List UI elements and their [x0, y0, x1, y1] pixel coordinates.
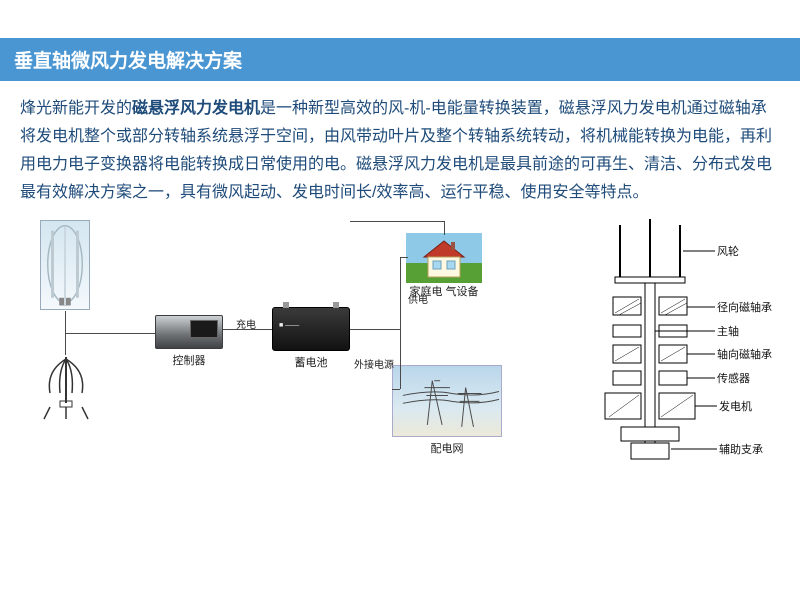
turbine-schematic-node: [36, 353, 96, 423]
cut-label-rotor: 风轮: [717, 243, 739, 259]
wire: [400, 329, 401, 389]
cut-label-sensor: 传感器: [717, 370, 750, 386]
wire: [350, 221, 444, 222]
edge-label-supply: 供电: [408, 291, 428, 306]
wire: [65, 311, 66, 333]
wind-turbine-schematic-icon: [36, 353, 96, 423]
para-pre: 烽光新能开发的: [20, 100, 132, 117]
wind-turbine-icon: [40, 220, 90, 310]
house-icon: [406, 233, 482, 283]
edge-label-ext: 外接电源: [354, 356, 394, 371]
controller-icon: [155, 315, 223, 349]
wire: [444, 221, 445, 235]
battery-node: ■ —— 蓄电池: [272, 307, 350, 370]
turbine-photo-node: [40, 220, 90, 310]
cut-label-radial: 径向磁轴承: [717, 299, 772, 315]
cut-label-shaft: 主轴: [717, 323, 739, 339]
cut-label-aux: 辅助支承: [719, 441, 763, 457]
wire: [65, 333, 155, 334]
controller-label: 控制器: [155, 352, 223, 368]
cutaway-diagram: 风轮 径向磁轴承 主轴 轴向磁轴承 传感器 发电机 辅助支承: [565, 217, 775, 477]
controller-node: 控制器: [155, 315, 223, 368]
cut-label-axial: 轴向磁轴承: [717, 346, 772, 362]
grid-label: 配电网: [392, 440, 502, 456]
battery-label: 蓄电池: [272, 354, 350, 370]
para-bold: 磁悬浮风力发电机: [132, 100, 260, 117]
power-grid-icon: [392, 365, 502, 437]
wire: [400, 257, 408, 258]
wire: [400, 257, 401, 329]
edge-label-charge: 充电: [236, 316, 256, 331]
wire: [392, 389, 400, 390]
grid-node: 配电网: [392, 365, 502, 456]
wire: [350, 329, 400, 330]
page-title: 垂直轴微风力发电解决方案: [0, 38, 800, 81]
wire: [65, 333, 66, 355]
cut-label-gen: 发电机: [719, 398, 752, 414]
battery-icon: ■ ——: [272, 307, 350, 351]
house-node: 家庭电 气设备: [406, 233, 482, 299]
system-diagram: 控制器 ■ —— 蓄电池 家庭电 气设备: [10, 215, 790, 495]
body-paragraph: 烽光新能开发的磁悬浮风力发电机是一种新型高效的风-机-电能量转换装置，磁悬浮风力…: [0, 81, 800, 215]
